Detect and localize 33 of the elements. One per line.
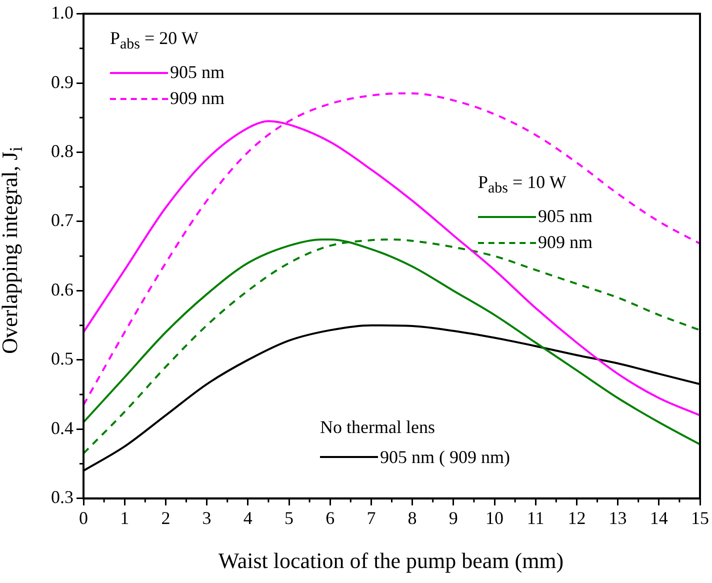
x-tick-label: 5 [284,508,294,528]
x-tick-label: 6 [326,508,335,528]
annotation: No thermal lens [320,417,436,438]
x-tick-label: 10 [486,508,504,528]
y-tick-label: 0.6 [51,279,74,300]
y-tick-label: 0.3 [51,487,74,508]
x-tick-label: 1 [120,508,130,528]
annotation: P$_{abs}$ = 10 W [478,172,568,198]
annotation: P$_{abs}$ = 20 W [110,28,200,54]
y-tick-label: 0.7 [51,210,74,230]
y-tick-label: 0.4 [51,418,74,438]
x-tick-label: 8 [408,508,417,528]
x-tick-label: 3 [202,508,212,528]
x-tick-label: 2 [161,508,170,528]
x-tick-label: 4 [243,508,252,528]
legend-label: 905 nm [538,206,593,228]
y-tick-label: 1.0 [51,2,74,23]
x-tick-label: 7 [366,508,376,528]
legend-label: 905 nm [170,62,225,84]
x-tick-label: 0 [79,508,88,528]
y-tick-label: 0.5 [51,348,74,369]
x-tick-label: 13 [608,508,627,528]
y-tick-label: 0.9 [51,72,74,92]
x-tick-label: 12 [568,508,586,528]
legend-label: 909 nm [538,232,593,254]
x-tick-label: 15 [691,508,709,528]
x-tick-label: 11 [526,508,544,528]
x-tick-label: 14 [650,508,668,528]
legend-label: 909 nm [170,88,225,110]
legend-label: 905 nm ( 909 nm) [380,446,510,468]
x-axis-title: Waist location of the pump beam (mm) [217,548,565,574]
y-tick-label: 0.8 [51,140,74,161]
x-tick-label: 9 [448,508,458,528]
